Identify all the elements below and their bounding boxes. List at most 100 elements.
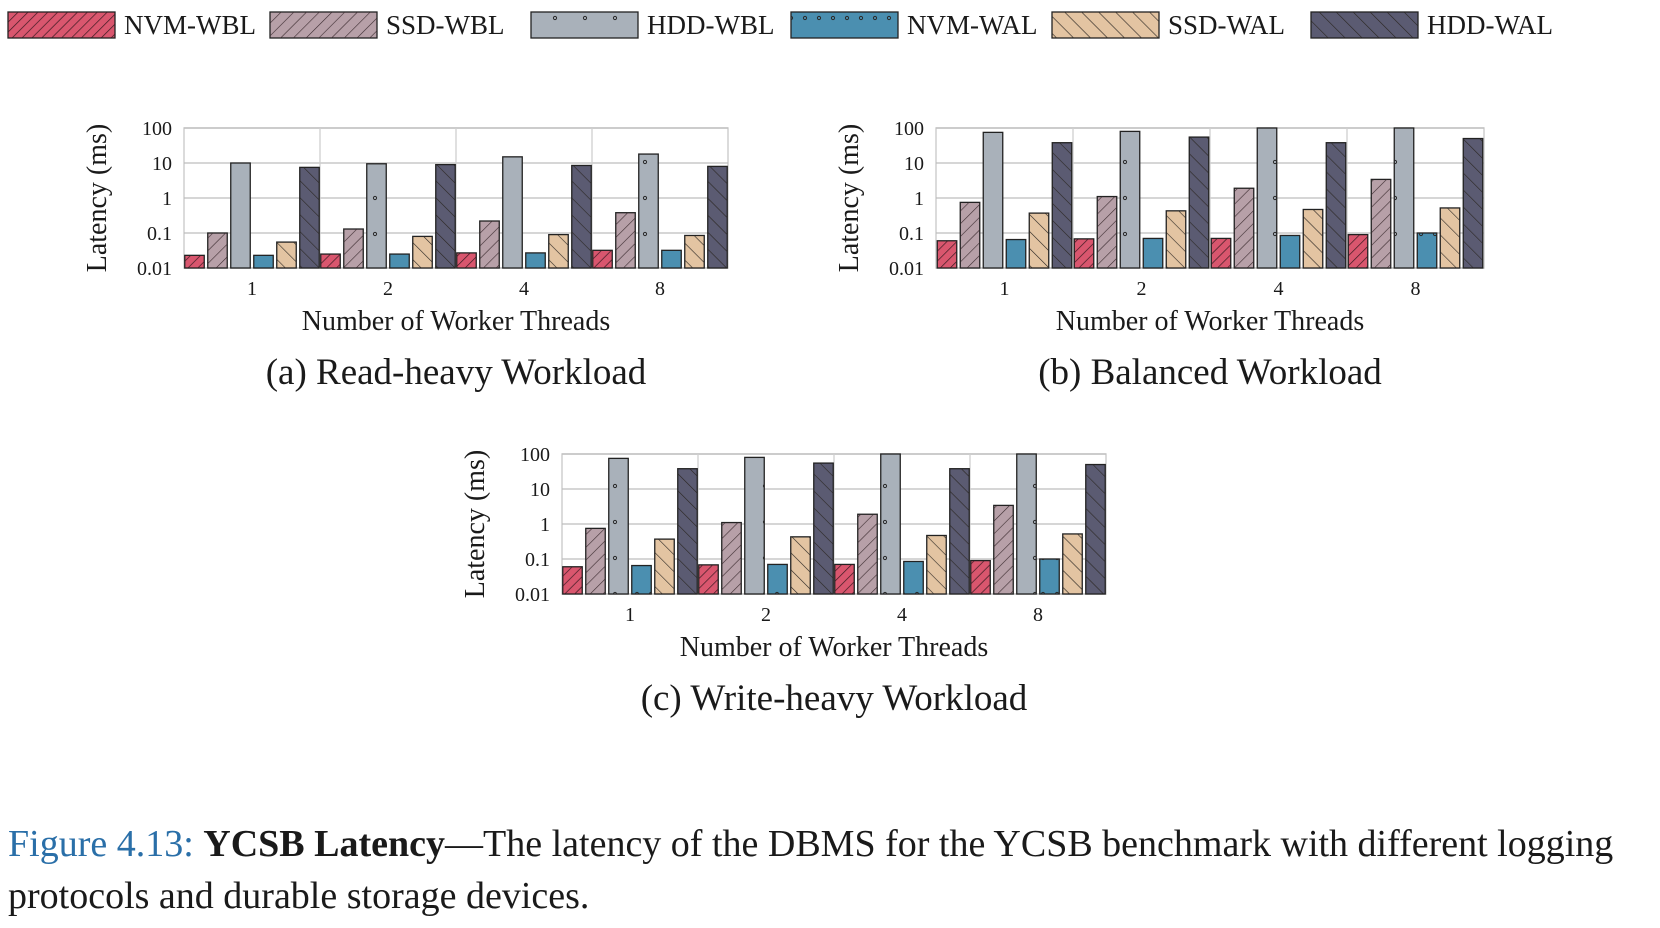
bar-pattern-nvm-wal-8 <box>661 250 682 268</box>
bar-pattern-hdd-wal-2 <box>1189 137 1209 268</box>
chart-panel-write-heavy: 0.01 0.1 1 10 100 1 2 4 8 Latency (ms) Number of W… <box>460 444 1107 719</box>
bar-pattern-hdd-wal-4 <box>1326 142 1346 268</box>
chart-panel-read-heavy: 0.01 0.1 1 10 100 1 2 4 8 Latency (ms) Number of W… <box>82 118 729 393</box>
bar-pattern-nvm-wbl-8 <box>592 250 613 268</box>
x-axis-label: Number of Worker Threads <box>680 632 989 663</box>
bar-pattern-ssd-wal-2 <box>790 536 811 594</box>
bar-pattern-nvm-wal-1 <box>253 255 274 268</box>
x-tick-label: 1 <box>625 604 635 626</box>
y-tick-label: 1 <box>540 514 550 536</box>
bar-pattern-nvm-wal-2 <box>389 254 410 268</box>
bar-pattern-ssd-wbl-2 <box>343 229 364 268</box>
bar-pattern-ssd-wbl-1 <box>207 233 228 268</box>
legend-label-hdd-wbl: HDD-WBL <box>647 10 774 40</box>
bar-pattern-nvm-wal-4 <box>903 561 924 594</box>
bar-pattern-ssd-wbl-2 <box>721 522 742 594</box>
bar-pattern-hdd-wbl-2 <box>744 457 765 594</box>
bar-pattern-nvm-wbl-1 <box>937 240 957 268</box>
legend-label-ssd-wbl: SSD-WBL <box>386 10 505 40</box>
x-tick-label: 2 <box>383 278 393 300</box>
legend-swatch-pattern-hdd-wbl <box>531 12 638 38</box>
bar-pattern-ssd-wal-8 <box>1062 533 1083 594</box>
y-tick-label: 100 <box>894 118 924 140</box>
bar-pattern-nvm-wbl-4 <box>1211 238 1231 268</box>
x-tick-label: 1 <box>1000 278 1010 300</box>
y-axis-label: Latency (ms) <box>460 450 491 599</box>
y-tick-label: 1 <box>162 188 172 210</box>
bar-pattern-hdd-wal-4 <box>949 468 970 594</box>
bar-pattern-hdd-wbl-1 <box>983 132 1003 268</box>
bar-pattern-nvm-wal-4 <box>525 252 546 268</box>
caption-figure-label: Figure 4.13: <box>8 823 194 865</box>
x-axis-label: Number of Worker Threads <box>302 306 611 337</box>
y-tick-label: 10 <box>530 479 550 501</box>
bar-pattern-hdd-wbl-8 <box>1394 128 1414 268</box>
bar-pattern-hdd-wal-4 <box>571 165 592 268</box>
chart-title: (a) Read-heavy Workload <box>266 352 647 393</box>
bar-pattern-nvm-wbl-2 <box>698 564 719 594</box>
legend-swatch-pattern-ssd-wal <box>1052 12 1159 38</box>
bar-pattern-ssd-wbl-2 <box>1097 196 1117 268</box>
bar-pattern-ssd-wbl-4 <box>1234 188 1254 268</box>
bar-pattern-ssd-wal-1 <box>276 242 297 268</box>
bar-pattern-hdd-wal-1 <box>677 468 698 594</box>
bar-pattern-ssd-wbl-8 <box>993 505 1014 594</box>
x-tick-label: 1 <box>247 278 257 300</box>
bar-pattern-ssd-wal-8 <box>684 235 705 268</box>
bar-pattern-hdd-wal-2 <box>813 463 834 594</box>
bar-pattern-ssd-wbl-8 <box>1371 179 1391 268</box>
y-axis-label: Latency (ms) <box>82 124 113 273</box>
y-tick-label: 0.1 <box>525 549 550 571</box>
x-tick-label: 4 <box>519 278 529 300</box>
y-tick-label: 0.01 <box>889 258 924 280</box>
x-tick-label: 8 <box>1411 278 1421 300</box>
chart-title: (c) Write-heavy Workload <box>641 678 1028 719</box>
bar-pattern-nvm-wbl-4 <box>834 564 855 594</box>
legend-swatch-pattern-ssd-wbl <box>270 12 377 38</box>
bar-pattern-hdd-wal-1 <box>1052 142 1072 268</box>
x-tick-label: 4 <box>1274 278 1284 300</box>
y-tick-label: 100 <box>142 118 172 140</box>
legend-label-ssd-wal: SSD-WAL <box>1168 10 1285 40</box>
bar-pattern-ssd-wbl-4 <box>479 221 500 268</box>
bar-pattern-hdd-wbl-4 <box>502 156 523 268</box>
y-tick-label: 10 <box>904 153 924 175</box>
figure-caption: Figure 4.13: YCSB Latency—The latency of… <box>8 818 1653 922</box>
bar-pattern-nvm-wal-4 <box>1280 235 1300 268</box>
bar-pattern-ssd-wal-1 <box>654 539 675 594</box>
bar-pattern-hdd-wbl-8 <box>1016 454 1037 594</box>
legend: NVM-WBL SSD-WBL HDD-WBL NVM-WAL SSD-WAL HDD-W… <box>7 10 1553 40</box>
bar-pattern-hdd-wbl-2 <box>1120 131 1140 268</box>
chart-title: (b) Balanced Workload <box>1038 352 1382 393</box>
legend-label-nvm-wal: NVM-WAL <box>907 10 1037 40</box>
bar-pattern-ssd-wal-4 <box>548 234 569 268</box>
bar-pattern-ssd-wbl-4 <box>857 514 878 594</box>
y-tick-label: 0.01 <box>137 258 172 280</box>
chart-panel-balanced: 0.01 0.1 1 10 100 1 2 4 8 Latency (ms) Number of W… <box>834 118 1485 393</box>
bar-pattern-hdd-wal-2 <box>435 164 456 268</box>
legend-label-hdd-wal: HDD-WAL <box>1427 10 1553 40</box>
bar-pattern-ssd-wal-2 <box>1166 210 1186 268</box>
bar-pattern-ssd-wal-2 <box>412 236 433 268</box>
caption-text: —The latency of the DBMS for the YCSB be… <box>8 823 1614 917</box>
bar-pattern-nvm-wal-1 <box>631 565 652 594</box>
bar-pattern-nvm-wbl-1 <box>562 566 583 594</box>
bar-pattern-nvm-wal-1 <box>1006 239 1026 268</box>
bar-pattern-hdd-wbl-2 <box>366 163 387 268</box>
bar-pattern-nvm-wbl-2 <box>320 254 341 268</box>
bar-pattern-nvm-wal-8 <box>1039 559 1060 594</box>
x-tick-label: 8 <box>655 278 665 300</box>
x-tick-label: 8 <box>1033 604 1043 626</box>
figure-canvas: NVM-WBL SSD-WBL HDD-WBL NVM-WAL SSD-WAL HDD-W… <box>7 10 1553 719</box>
legend-swatch-pattern-hdd-wal <box>1311 12 1418 38</box>
bar-pattern-ssd-wbl-1 <box>585 528 606 594</box>
bar-pattern-ssd-wal-4 <box>1303 209 1323 268</box>
bar-pattern-hdd-wbl-4 <box>1257 128 1277 268</box>
y-tick-label: 0.1 <box>147 223 172 245</box>
bar-pattern-hdd-wbl-1 <box>230 163 251 268</box>
bar-pattern-hdd-wal-8 <box>1085 464 1106 594</box>
bar-pattern-hdd-wal-8 <box>1463 138 1483 268</box>
y-tick-label: 0.1 <box>899 223 924 245</box>
bar-pattern-ssd-wal-8 <box>1440 207 1460 268</box>
x-tick-label: 2 <box>761 604 771 626</box>
